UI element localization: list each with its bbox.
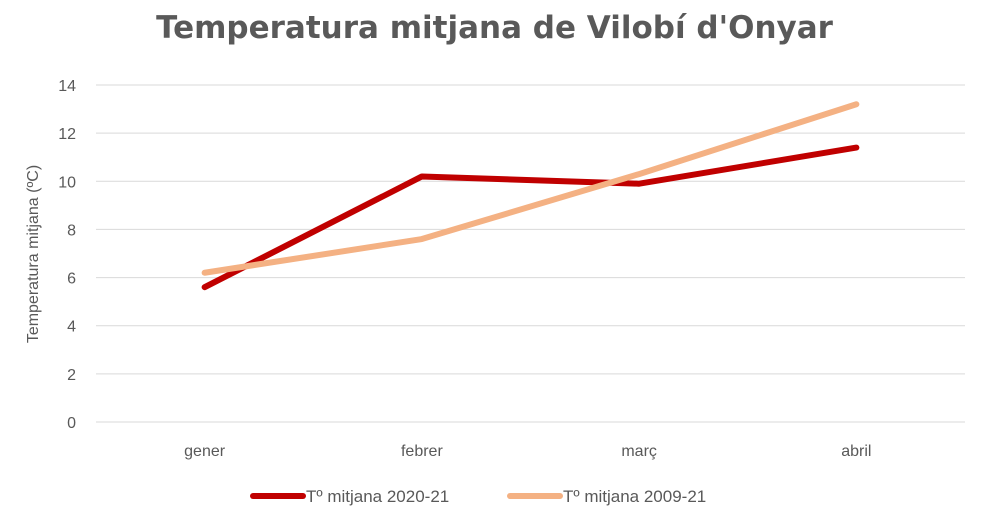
y-tick-label: 2	[67, 367, 76, 384]
series-line-0	[201, 144, 860, 291]
y-tick-label: 6	[67, 271, 76, 288]
y-tick-label: 0	[67, 415, 76, 432]
y-tick-label: 14	[58, 78, 76, 95]
x-tick-label: abril	[841, 443, 871, 460]
legend: Tº mitjana 2020-21 Tº mitjana 2009-21	[250, 487, 706, 506]
x-tick-label: març	[621, 443, 657, 460]
x-tick-label: febrer	[401, 443, 443, 460]
legend-label: Tº mitjana 2020-21	[306, 487, 449, 506]
series-lines	[201, 101, 860, 291]
series-line-1	[201, 101, 860, 276]
y-tick-label: 12	[58, 126, 76, 143]
y-tick-label: 4	[67, 319, 76, 336]
y-axis-title: Temperatura mitjana (ºC)	[25, 165, 42, 343]
chart-title: Temperatura mitjana de Vilobí d'Onyar	[156, 10, 833, 46]
y-axis-ticks: 0 2 4 6 8 10 12 14	[58, 78, 76, 432]
gridlines	[96, 84, 965, 423]
y-tick-label: 8	[67, 222, 76, 239]
x-tick-label: gener	[184, 443, 226, 460]
x-axis-ticks: gener febrer març abril	[184, 443, 871, 460]
y-tick-label: 10	[58, 174, 76, 191]
legend-label: Tº mitjana 2009-21	[563, 487, 706, 506]
